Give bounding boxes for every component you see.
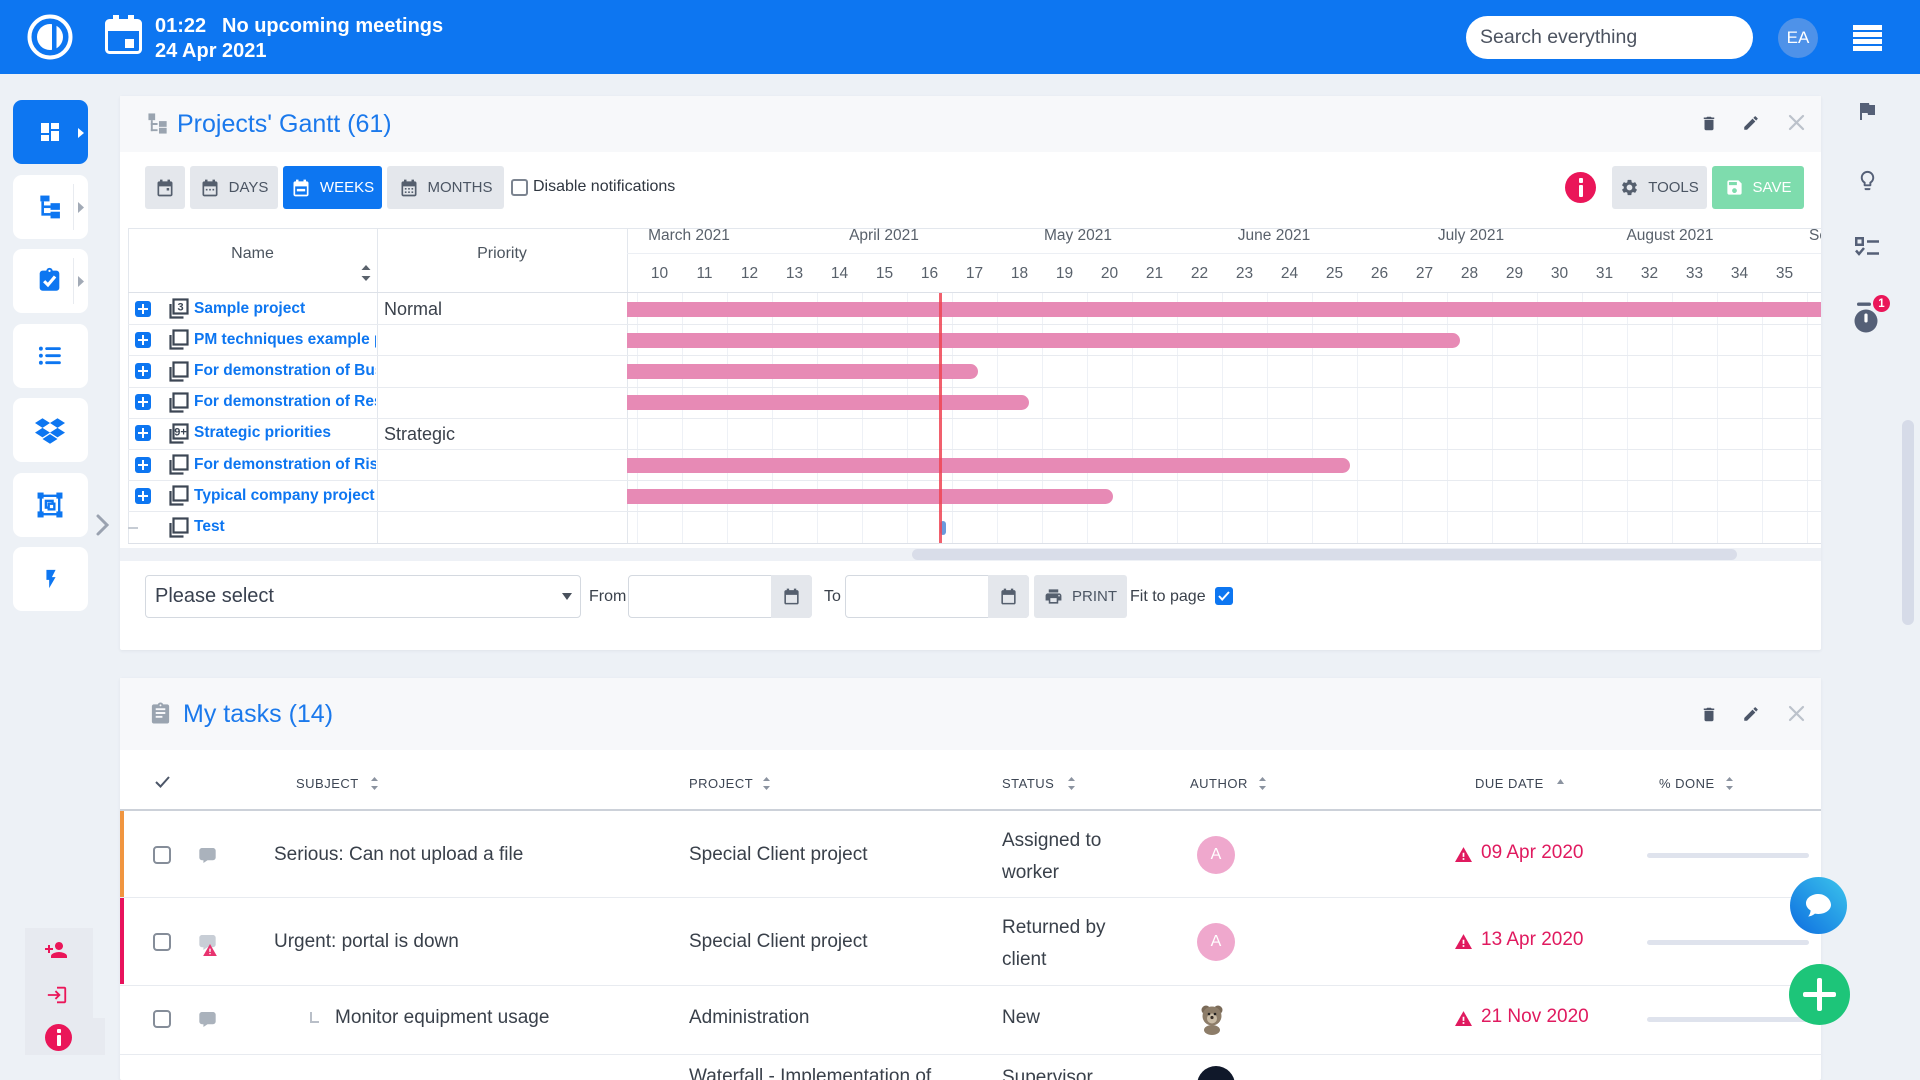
- svg-text:9+: 9+: [174, 426, 187, 438]
- svg-text:3: 3: [177, 302, 183, 314]
